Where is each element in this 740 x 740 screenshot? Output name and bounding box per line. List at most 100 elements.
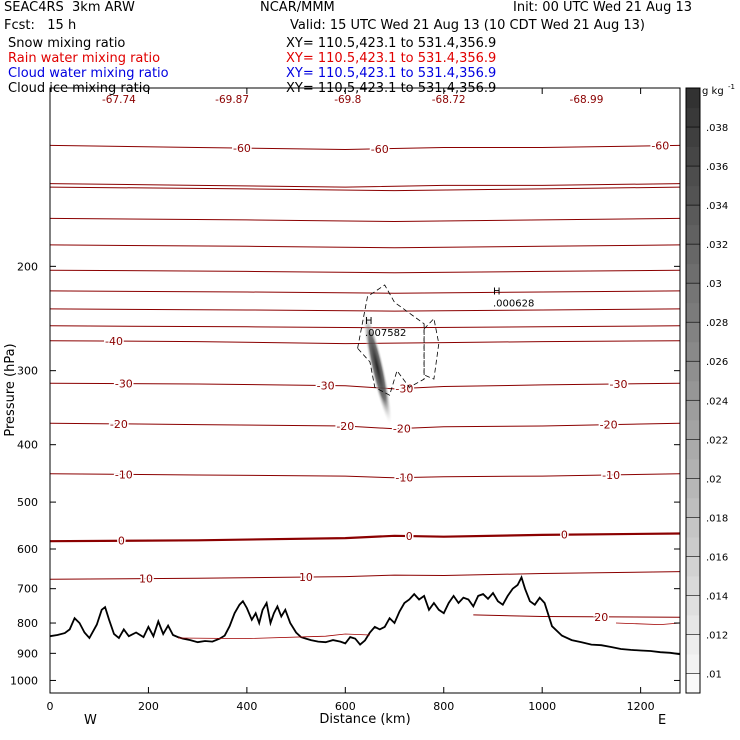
colorbar-swatch [686, 263, 700, 284]
isotherm-upper [49, 290, 681, 294]
colorbar-tick-label: .014 [706, 591, 728, 602]
top-minimum-label: -68.99 [570, 94, 604, 106]
plot-frame [49, 87, 681, 694]
isotherm-label: -60 [651, 140, 669, 153]
field-xy-cloud-water: XY= 110.5,423.1 to 531.4,356.9 [286, 66, 497, 81]
y-tick-label: 900 [17, 647, 38, 660]
top-minimum-label: -69.87 [215, 94, 249, 106]
colorbar-tick-label: .01 [706, 669, 722, 680]
colorbar-tick-label: .038 [706, 123, 728, 134]
y-tick-label: 200 [17, 260, 38, 273]
isotherm-label: 0 [406, 530, 413, 543]
x-tick-label: 800 [433, 700, 454, 713]
colorbar-tick-label: .016 [706, 552, 728, 563]
colorbar-tick-label: .034 [706, 201, 728, 212]
field-xy-snow: XY= 110.5,423.1 to 531.4,356.9 [286, 36, 497, 51]
y-tick-label: 700 [17, 583, 38, 596]
field-name-snow: Snow mixing ratio [8, 36, 126, 51]
isotherm--50 [49, 183, 681, 188]
top-minimum-label: -69.8 [334, 94, 361, 106]
axes: 0 200 400 600 800 1000 12002003004005006007008… [10, 88, 680, 713]
top-minimum-label: -68.72 [432, 94, 466, 106]
colorbar-tick-label: .022 [706, 435, 728, 446]
isotherm--20 [49, 422, 681, 430]
x-tick-label: 1200 [627, 700, 655, 713]
colorbar-swatch [686, 322, 700, 343]
isotherm-label: 0 [118, 535, 125, 548]
isotherm--60 [49, 144, 681, 151]
x-tick-label: 400 [236, 700, 257, 713]
colorbar-tick-label: .032 [706, 240, 728, 251]
colorbar-swatch [686, 458, 700, 479]
colorbar-swatch [686, 478, 700, 499]
colorbar-swatch [686, 205, 700, 226]
isotherm-label: -20 [393, 422, 411, 435]
x-tick-label: 600 [335, 700, 356, 713]
isotherm--30 [49, 382, 681, 390]
forecast-hour: Fcst: 15 h [4, 18, 77, 33]
snow-shading [357, 284, 440, 426]
isotherm-label: -10 [602, 469, 620, 482]
colorbar-swatch [686, 283, 700, 304]
colorbar-tick-label: .028 [706, 318, 728, 329]
colorbar-swatch [686, 614, 700, 635]
colorbar-tick-label: .024 [706, 396, 728, 407]
colorbar-swatch [686, 146, 700, 167]
maximum-value: .007582 [365, 328, 406, 339]
colorbar-swatch [686, 419, 700, 440]
isotherm-label: -20 [600, 419, 618, 432]
colorbar-swatch [686, 107, 700, 128]
isotherm-label: -30 [395, 382, 413, 395]
colorbar-swatch [686, 556, 700, 577]
x-axis-label: Distance (km) [319, 712, 410, 727]
colorbar-swatch [686, 88, 700, 109]
isotherm-upper [49, 269, 681, 274]
colorbar-unit-exponent: -1 [728, 83, 735, 91]
y-tick-label: 300 [17, 365, 38, 378]
isotherm-label: -20 [336, 420, 354, 433]
maximum-marker: H [493, 286, 501, 297]
x-tick-label: 200 [138, 700, 159, 713]
isotherm-label: -10 [115, 468, 133, 481]
isotherm-upper [49, 244, 681, 249]
colorbar-tick-label: .026 [706, 357, 728, 368]
colorbar-swatch [686, 595, 700, 616]
y-tick-label: 500 [17, 496, 38, 509]
top-minimum-label: -67.74 [102, 94, 136, 106]
isotherm-upper [49, 308, 681, 312]
colorbar-tick-label: .03 [706, 279, 722, 290]
colorbar-swatch [686, 341, 700, 362]
isotherm-label: -30 [317, 379, 335, 392]
isotherm-upper [49, 186, 681, 192]
colorbar-swatch [686, 497, 700, 518]
isotherm-upper [49, 325, 681, 329]
colorbar-swatch [686, 439, 700, 460]
valid-time: Valid: 15 UTC Wed 21 Aug 13 (10 CDT Wed … [290, 18, 645, 33]
isotherm--40 [49, 340, 681, 345]
colorbar-swatch [686, 380, 700, 401]
field-name-rain: Rain water mixing ratio [8, 51, 161, 66]
near-surface-contour [177, 633, 370, 640]
colorbar-swatch [686, 166, 700, 187]
isotherm-label: 20 [594, 611, 608, 624]
isotherm-upper [49, 217, 681, 223]
field-name-cloud-water: Cloud water mixing ratio [8, 66, 169, 81]
isotherm-label: -60 [233, 142, 251, 155]
isotherm-label: -30 [609, 378, 627, 391]
isotherm-label: -40 [105, 335, 123, 348]
colorbar-tick-label: .018 [706, 513, 728, 524]
x-tick-label: 1000 [528, 700, 556, 713]
colorbar-swatch [686, 361, 700, 382]
y-axis-label: Pressure (hPa) [3, 343, 18, 436]
isotherm-label: -30 [115, 378, 133, 391]
near-surface-contour [615, 622, 681, 626]
colorbar-swatch [686, 400, 700, 421]
init-time: Init: 00 UTC Wed 21 Aug 13 [513, 0, 693, 15]
model-title: SEAC4RS 3km ARW [4, 0, 135, 15]
colorbar-swatch [686, 185, 700, 206]
east-label: E [658, 713, 666, 728]
y-tick-label: 400 [17, 439, 38, 452]
isotherm-0 [49, 532, 681, 543]
isotherm-10 [49, 571, 681, 580]
